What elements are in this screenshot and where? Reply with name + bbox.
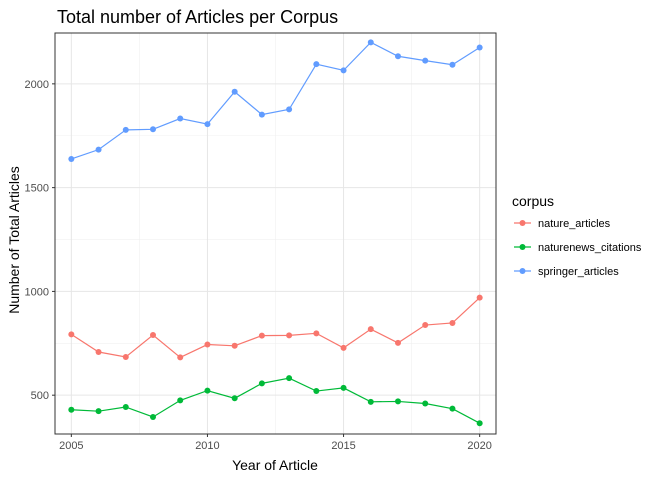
series-line <box>71 377 480 424</box>
data-point <box>204 341 211 348</box>
data-point <box>340 67 347 74</box>
data-point <box>177 115 184 122</box>
data-point <box>95 146 102 153</box>
legend-key-point <box>519 220 526 226</box>
data-point <box>68 155 75 162</box>
legend-item: naturenews_citations <box>514 242 642 254</box>
data-point <box>340 344 347 351</box>
grid-lines <box>55 33 496 434</box>
data-point <box>231 395 238 402</box>
x-tick-label: 2015 <box>331 440 355 452</box>
x-axis-title: Year of Article <box>232 457 318 473</box>
panel-border <box>54 32 497 435</box>
data-point <box>449 319 456 326</box>
legend-item: nature_articles <box>514 218 611 230</box>
data-point <box>68 331 75 338</box>
series-springer_articles <box>68 39 483 162</box>
data-point <box>231 342 238 349</box>
data-point <box>313 388 320 395</box>
data-point <box>422 57 429 64</box>
data-point <box>231 88 238 95</box>
legend-label: naturenews_citations <box>538 242 642 254</box>
y-tick-label: 1000 <box>25 286 49 298</box>
data-point <box>258 111 265 118</box>
data-point <box>340 384 347 391</box>
data-point <box>395 339 401 346</box>
data-point <box>476 294 483 301</box>
data-point <box>150 331 156 338</box>
data-point <box>258 380 265 387</box>
series-nature_articles <box>68 294 483 361</box>
y-axis: 500 1000 1500 2000 <box>25 79 55 402</box>
y-tick-label: 2000 <box>25 79 49 91</box>
legend-key-point <box>519 268 526 274</box>
data-point <box>258 332 265 339</box>
data-point <box>122 126 129 133</box>
x-tick-label: 2020 <box>467 440 491 452</box>
data-point <box>122 404 129 411</box>
legend: corpus nature_articles naturenews_citatio… <box>512 193 642 278</box>
data-point <box>286 106 293 113</box>
x-tick-label: 2005 <box>59 440 83 452</box>
data-point <box>68 406 75 413</box>
data-point <box>367 398 374 405</box>
data-point <box>204 121 211 128</box>
series-layer <box>68 39 483 427</box>
legend-key-point <box>519 244 526 250</box>
series-naturenews_citations <box>68 375 483 427</box>
data-point <box>367 326 374 333</box>
legend-item: springer_articles <box>514 266 619 278</box>
y-tick-label: 500 <box>31 390 49 402</box>
data-point <box>177 354 184 361</box>
data-point <box>122 353 129 360</box>
data-point <box>150 126 156 133</box>
data-point <box>95 349 102 356</box>
data-point <box>395 398 401 405</box>
data-point <box>422 322 429 329</box>
data-point <box>95 408 102 415</box>
x-tick-label: 2010 <box>195 440 219 452</box>
data-point <box>422 400 429 407</box>
data-point <box>204 387 211 394</box>
data-point <box>177 397 184 404</box>
data-point <box>286 375 293 382</box>
series-line <box>71 297 481 359</box>
data-point <box>476 44 483 51</box>
data-point <box>395 53 401 60</box>
data-point <box>367 39 374 46</box>
chart-title: Total number of Articles per Corpus <box>57 7 338 27</box>
data-point <box>476 420 483 427</box>
data-point <box>313 61 320 68</box>
series-line <box>71 41 480 160</box>
y-axis-title: Number of Total Articles <box>6 166 22 314</box>
y-tick-label: 1500 <box>25 183 49 195</box>
data-point <box>150 413 156 420</box>
legend-title: corpus <box>512 193 554 209</box>
data-point <box>313 330 320 337</box>
data-point <box>449 61 456 68</box>
data-point <box>286 332 293 339</box>
x-axis: 2005 2010 2015 2020 <box>59 434 492 452</box>
legend-label: springer_articles <box>538 266 619 278</box>
legend-label: nature_articles <box>538 218 611 230</box>
data-point <box>449 405 456 412</box>
